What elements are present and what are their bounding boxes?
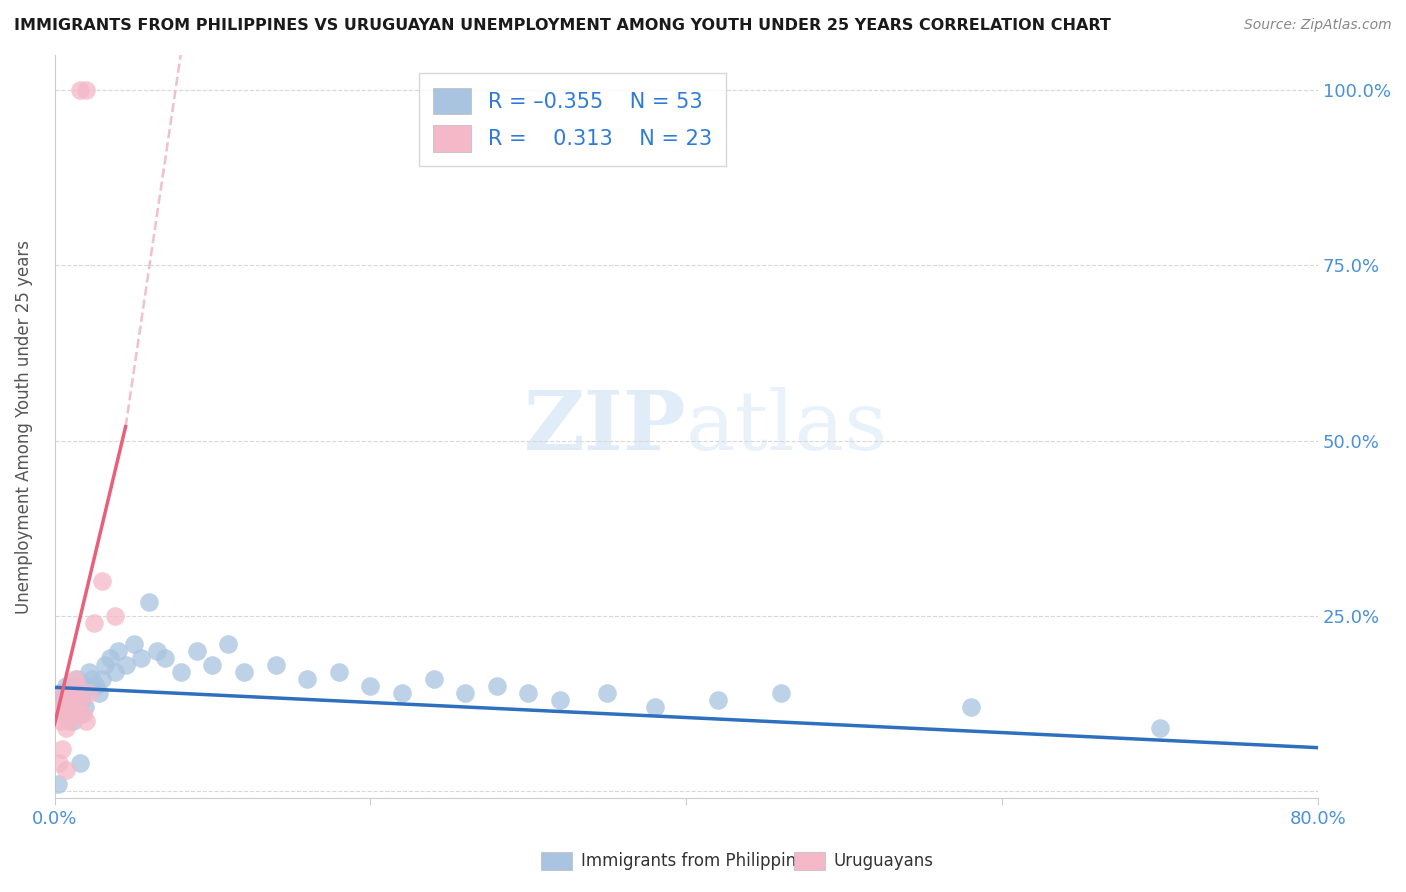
Point (233, 665, 256, 679)
Point (59, 693, 82, 707)
Point (60, 706, 83, 721)
Point (58, 700, 80, 714)
Point (53, 700, 76, 714)
Point (51, 706, 73, 721)
Point (70, 693, 93, 707)
Text: atlas: atlas (686, 386, 889, 467)
Point (69, 756, 91, 770)
Point (82, 672, 104, 686)
Text: Source: ZipAtlas.com: Source: ZipAtlas.com (1244, 18, 1392, 32)
Point (62, 714, 84, 728)
Y-axis label: Unemployment Among Youth under 25 years: Unemployment Among Youth under 25 years (15, 240, 32, 614)
Point (138, 595, 160, 609)
Point (548, 693, 571, 707)
Point (297, 672, 319, 686)
Point (49, 714, 72, 728)
Point (55, 721, 77, 735)
Point (422, 672, 444, 686)
Point (66, 672, 89, 686)
Point (75, 714, 97, 728)
Point (56, 700, 79, 714)
Point (146, 644, 169, 658)
Point (485, 679, 508, 693)
Point (63, 672, 86, 686)
Point (90, 672, 112, 686)
Point (87, 686, 110, 700)
Text: IMMIGRANTS FROM PHILIPPINES VS URUGUAYAN UNEMPLOYMENT AMONG YOUTH UNDER 25 YEARS: IMMIGRANTS FROM PHILIPPINES VS URUGUAYAN… (14, 18, 1111, 33)
Point (77, 665, 100, 679)
Point (63, 679, 86, 693)
Point (454, 686, 477, 700)
Point (328, 665, 350, 679)
Point (75, 83, 97, 97)
Point (56, 706, 79, 721)
Point (75, 679, 97, 693)
Point (46, 777, 69, 791)
Point (170, 665, 193, 679)
Point (53, 686, 76, 700)
Point (201, 657, 224, 672)
Point (217, 637, 239, 651)
Point (55, 763, 77, 777)
Point (186, 644, 208, 658)
Point (770, 686, 793, 700)
Point (69, 693, 91, 707)
Point (114, 657, 136, 672)
Point (391, 686, 413, 700)
Point (107, 644, 129, 658)
Point (98, 651, 121, 665)
Text: Uruguayans: Uruguayans (834, 852, 934, 870)
Point (72, 686, 94, 700)
Point (77, 686, 100, 700)
Point (122, 637, 145, 651)
Legend: R = –0.355    N = 53, R =    0.313    N = 23: R = –0.355 N = 53, R = 0.313 N = 23 (419, 73, 727, 166)
Point (73, 700, 96, 714)
Point (94, 657, 117, 672)
Point (48, 700, 70, 714)
Point (644, 700, 666, 714)
Point (48, 756, 70, 770)
Point (1149, 721, 1171, 735)
Point (131, 651, 153, 665)
Point (707, 693, 730, 707)
Point (264, 657, 287, 672)
Point (58, 714, 80, 728)
Point (83, 615, 105, 630)
Point (153, 651, 176, 665)
Point (67, 700, 90, 714)
Point (60, 693, 83, 707)
Point (90, 574, 112, 588)
Point (69, 83, 91, 97)
Text: Immigrants from Philippines: Immigrants from Philippines (581, 852, 815, 870)
Point (517, 686, 540, 700)
Point (959, 700, 981, 714)
Point (84, 679, 107, 693)
Point (72, 706, 94, 721)
Point (62, 686, 84, 700)
Point (67, 700, 90, 714)
Point (103, 665, 125, 679)
Point (359, 679, 381, 693)
Text: ZIP: ZIP (523, 386, 686, 467)
Point (69, 706, 91, 721)
Point (103, 608, 125, 623)
Point (55, 679, 77, 693)
Point (596, 686, 619, 700)
Point (66, 679, 89, 693)
Point (48, 686, 70, 700)
Point (59, 686, 82, 700)
Point (51, 742, 73, 756)
Point (51, 693, 73, 707)
